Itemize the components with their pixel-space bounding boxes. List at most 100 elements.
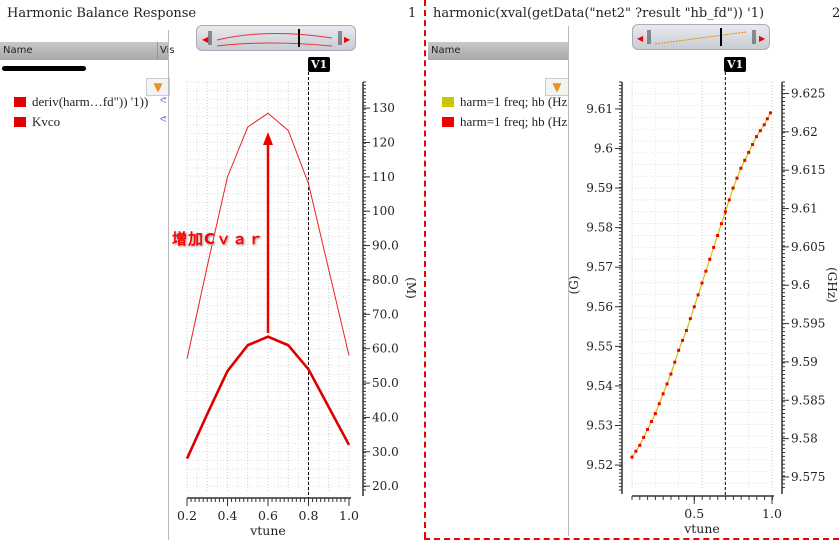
y-tick-label: 9.57 xyxy=(586,260,613,274)
y-axis-label-right: (GHz) xyxy=(825,267,839,303)
y-tick-label-right: 9.595 xyxy=(791,317,825,331)
filter-button[interactable]: ▼ xyxy=(545,78,569,96)
data-point xyxy=(704,269,708,273)
vis-column[interactable]: Vis xyxy=(157,42,175,60)
data-point xyxy=(739,166,743,170)
data-point xyxy=(649,420,653,424)
data-point xyxy=(653,412,657,416)
data-point xyxy=(684,329,688,333)
y-tick-label: 9.52 xyxy=(586,458,613,472)
svg-text:◀: ◀ xyxy=(202,35,209,44)
data-point xyxy=(673,360,677,364)
annotation-text: 增加Cｖａｒ xyxy=(172,230,265,248)
right-panel-title: harmonic(xval(getData("net2" ?result "hb… xyxy=(433,6,765,21)
svg-text:▶: ▶ xyxy=(759,34,766,43)
x-axis-label: vtune xyxy=(683,521,720,536)
right-panel-index: 2 xyxy=(832,6,839,21)
y-tick-label: 9.53 xyxy=(586,418,613,432)
data-point xyxy=(700,281,704,285)
y-axis-label: (M) xyxy=(404,277,418,299)
overview-scroller[interactable]: ◀ ▶ xyxy=(196,25,356,51)
x-tick-label: 1.0 xyxy=(339,508,359,523)
y-tick-label-right: 9.605 xyxy=(791,240,825,254)
y-tick-label-right: 9.575 xyxy=(791,470,825,484)
data-point xyxy=(747,150,751,154)
name-column[interactable]: Name xyxy=(431,45,461,56)
data-point xyxy=(634,449,638,453)
data-point xyxy=(661,392,665,396)
visibility-icon[interactable]: ᕙ xyxy=(160,115,167,125)
data-point xyxy=(743,158,747,162)
redaction-bar xyxy=(2,66,86,71)
data-point xyxy=(669,372,673,376)
data-point xyxy=(735,176,739,180)
data-point xyxy=(719,222,723,226)
y-axis-label: (G) xyxy=(567,276,581,295)
svg-text:▶: ▶ xyxy=(344,35,351,44)
color-swatch xyxy=(442,117,454,127)
cursor-label[interactable]: V1 xyxy=(308,57,331,72)
data-point xyxy=(727,198,731,202)
y-tick-label-right: 9.625 xyxy=(791,87,825,101)
overview-scroller[interactable]: ◀ ▶ xyxy=(632,24,770,50)
data-point xyxy=(657,402,661,406)
x-tick-label: 0.5 xyxy=(684,506,704,521)
x-tick-label: 0.4 xyxy=(218,508,238,523)
data-point xyxy=(638,443,642,447)
y-tick-label: 60.0 xyxy=(372,342,399,356)
color-swatch xyxy=(14,97,26,107)
legend-divider[interactable] xyxy=(168,30,169,540)
name-column[interactable]: Name xyxy=(3,45,33,56)
data-point xyxy=(696,293,700,297)
color-swatch xyxy=(14,117,26,127)
data-point xyxy=(768,111,772,115)
y-tick-label: 9.55 xyxy=(586,339,613,353)
data-point xyxy=(716,234,720,238)
legend-item[interactable]: Kvco xyxy=(14,114,60,130)
y-tick-label: 100 xyxy=(372,204,395,218)
x-tick-label: 1.0 xyxy=(762,506,782,521)
y-tick-label-right: 9.62 xyxy=(791,125,818,139)
y-tick-label-right: 9.58 xyxy=(791,432,818,446)
data-point xyxy=(642,435,646,439)
data-point xyxy=(688,317,692,321)
left-chart: 20.0 30.0 40.0 50.0 60.0 70.0 80.0 90.0 100 110 12… xyxy=(177,72,418,538)
legend-item[interactable]: deriv(harm…fd")) '1)) xyxy=(14,94,148,110)
y-tick-label: 9.61 xyxy=(586,102,613,116)
data-point xyxy=(692,305,696,309)
y-tick-label: 80.0 xyxy=(372,273,399,287)
y-tick-label: 110 xyxy=(372,170,395,184)
data-point xyxy=(754,135,758,139)
legend-divider[interactable] xyxy=(568,26,569,536)
data-point xyxy=(765,117,769,121)
x-tick-label: 0.2 xyxy=(177,508,197,523)
y-tick-label: 20.0 xyxy=(372,479,399,493)
y-tick-label: 9.54 xyxy=(586,379,613,393)
data-point xyxy=(630,455,634,459)
data-point xyxy=(708,257,712,261)
y-tick-label: 9.6 xyxy=(594,141,613,155)
legend-item[interactable]: harm=1 freq; hb (Hz xyxy=(442,114,568,130)
svg-text:◀: ◀ xyxy=(637,34,644,43)
left-panel-title: Harmonic Balance Response xyxy=(7,6,197,21)
legend-item[interactable]: harm=1 freq; hb (Hz xyxy=(442,94,568,110)
selected-panel-border-bottom xyxy=(424,538,839,540)
legend-header[interactable]: Name xyxy=(428,42,568,60)
x-axis-label: vtune xyxy=(249,523,286,538)
y-tick-label: 30.0 xyxy=(372,445,399,459)
y-tick-label-right: 9.615 xyxy=(791,163,825,177)
legend-label: deriv(harm…fd")) '1)) xyxy=(32,94,149,109)
visibility-icon[interactable]: ᕙ xyxy=(160,96,167,106)
filter-button[interactable]: ▼ xyxy=(146,78,170,96)
data-point xyxy=(646,427,650,431)
data-point xyxy=(723,210,727,214)
data-point xyxy=(751,143,755,147)
cursor-label[interactable]: V1 xyxy=(724,57,747,72)
series-line xyxy=(186,112,350,360)
arrow-head-icon xyxy=(263,132,273,145)
y-tick-label: 90.0 xyxy=(372,239,399,253)
legend-label: harm=1 freq; hb (Hz xyxy=(460,94,568,109)
legend-header[interactable]: Name Vis xyxy=(0,42,175,60)
legend-label: harm=1 freq; hb (Hz xyxy=(460,114,568,129)
